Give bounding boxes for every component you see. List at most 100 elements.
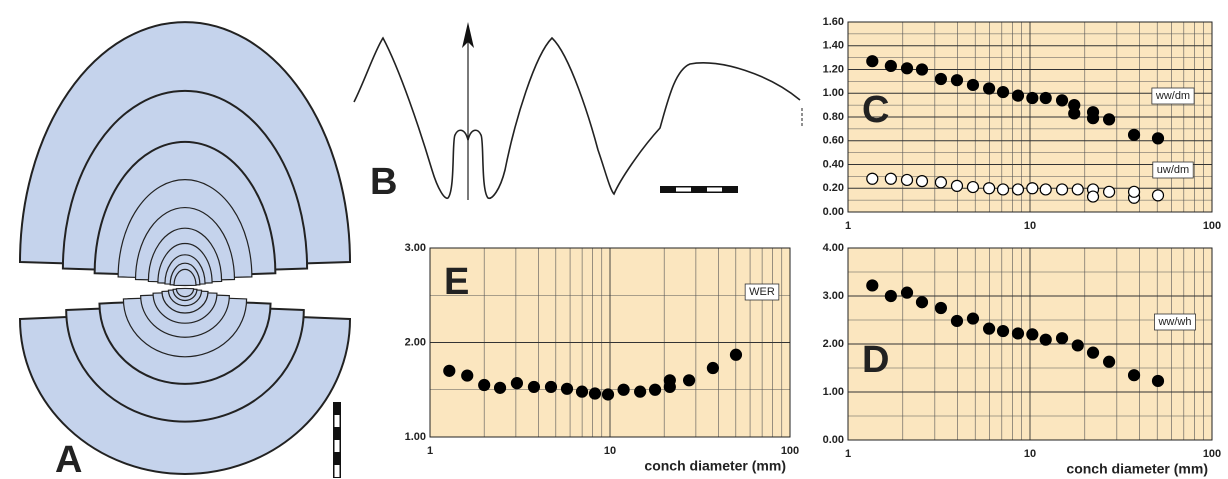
data-point [1055, 94, 1069, 107]
legend-box [1152, 161, 1194, 179]
data-point [934, 176, 948, 189]
data-point [601, 388, 615, 401]
data-point [634, 385, 647, 398]
data-point [950, 74, 964, 87]
data-point [510, 377, 524, 390]
data-point [1151, 132, 1165, 145]
data-point [1127, 128, 1141, 141]
panel-letter: A [55, 439, 82, 479]
data-point [866, 55, 879, 68]
data-point [884, 59, 897, 73]
y-tick-label: 0.00 [823, 434, 844, 446]
x-tick-label: 1 [845, 220, 851, 232]
legend-box [1151, 87, 1195, 105]
x-axis-label: conch diameter (mm) [644, 458, 786, 474]
y-tick-label: 3.00 [405, 242, 426, 254]
y-tick-label: 4.00 [823, 242, 844, 254]
data-point [706, 361, 720, 375]
legend-label: uw/dm [1157, 164, 1189, 176]
legend-label: WER [749, 286, 775, 298]
data-point [1055, 332, 1069, 345]
data-point [966, 78, 980, 92]
panel-letter: D [862, 339, 889, 381]
data-point [1039, 183, 1052, 196]
data-point [527, 380, 541, 394]
data-point [982, 82, 996, 95]
y-tick-label: 2.00 [405, 336, 426, 348]
y-tick-label: 2.00 [823, 338, 844, 350]
y-tick-label: 0.60 [823, 135, 844, 147]
whorl [175, 287, 195, 298]
data-point [966, 312, 980, 325]
data-point [900, 286, 914, 299]
conch-section [18, 21, 352, 475]
data-point [950, 179, 964, 192]
x-tick-label: 1 [427, 445, 433, 457]
whorl [173, 268, 197, 287]
data-point [1068, 107, 1081, 120]
scale-bar [333, 402, 341, 478]
y-tick-label: 1.00 [823, 386, 844, 398]
legend-label: ww/wh [1157, 316, 1191, 328]
data-point [729, 348, 743, 361]
data-point [1086, 190, 1100, 203]
y-tick-label: 1.40 [823, 40, 844, 52]
panel-letter: C [862, 89, 889, 131]
data-point [478, 378, 491, 392]
data-point [1011, 183, 1025, 196]
data-point [1127, 185, 1141, 198]
x-axis-label: conch diameter (mm) [1066, 461, 1208, 477]
data-point [1039, 91, 1052, 105]
data-point [915, 175, 929, 188]
data-point [1039, 333, 1052, 346]
plot-frame [429, 247, 791, 438]
data-point [560, 382, 574, 395]
x-tick-label: 10 [1024, 220, 1036, 232]
data-point [575, 385, 589, 398]
data-point [900, 62, 914, 75]
x-tick-label: 100 [781, 445, 799, 457]
x-tick-label: 100 [1203, 448, 1221, 460]
x-tick-label: 10 [604, 445, 616, 457]
data-point [966, 180, 980, 194]
panel-letter: B [370, 161, 397, 203]
data-point [934, 72, 948, 86]
suture-line [353, 22, 803, 200]
y-tick-label: 1.00 [823, 87, 844, 99]
data-point [663, 374, 676, 387]
data-point [617, 383, 630, 396]
plot-frame [847, 247, 1213, 441]
data-point [1026, 328, 1039, 341]
data-point [1102, 355, 1116, 368]
data-point [1102, 113, 1116, 126]
data-point [866, 279, 879, 292]
data-point [493, 381, 507, 394]
data-point [915, 296, 929, 309]
panel-letter: E [444, 261, 469, 303]
data-point [982, 182, 996, 195]
plot-frame [847, 21, 1213, 213]
data-point [1071, 183, 1084, 196]
data-point [1071, 339, 1084, 352]
legend-label: ww/dm [1155, 90, 1190, 102]
data-point [1151, 189, 1165, 202]
data-point [934, 301, 948, 315]
data-point [900, 173, 914, 187]
y-tick-label: 0.00 [823, 206, 844, 218]
data-point [1026, 91, 1039, 105]
data-point [682, 374, 696, 387]
x-tick-label: 100 [1203, 220, 1221, 232]
data-point [1151, 374, 1165, 388]
data-point [1055, 183, 1069, 196]
data-point [996, 324, 1010, 338]
y-tick-label: 0.20 [823, 182, 844, 194]
data-point [588, 387, 602, 400]
data-point [1102, 185, 1116, 198]
data-point [866, 172, 879, 185]
data-point [1011, 89, 1025, 102]
data-point [915, 63, 929, 76]
legend-box [1154, 313, 1196, 331]
data-point [1086, 112, 1100, 125]
data-point [982, 322, 996, 335]
